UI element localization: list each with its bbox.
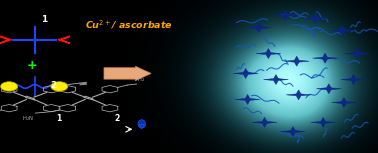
Text: 1: 1 — [41, 15, 47, 24]
Text: 2: 2 — [115, 114, 120, 123]
Text: +: + — [26, 59, 37, 71]
Polygon shape — [246, 22, 271, 33]
Text: 1: 1 — [56, 114, 61, 123]
Polygon shape — [58, 36, 70, 43]
Polygon shape — [345, 49, 370, 59]
Polygon shape — [0, 36, 11, 43]
Polygon shape — [233, 68, 258, 78]
Text: Cu$^{2+}$/ ascorbate: Cu$^{2+}$/ ascorbate — [85, 18, 172, 31]
Polygon shape — [284, 56, 309, 66]
Text: H$_2$: H$_2$ — [138, 75, 146, 84]
Ellipse shape — [51, 82, 68, 91]
Text: H$_2$N: H$_2$N — [22, 114, 34, 123]
Polygon shape — [303, 13, 328, 23]
Ellipse shape — [138, 120, 146, 128]
Polygon shape — [332, 97, 356, 108]
Polygon shape — [316, 84, 341, 94]
Ellipse shape — [0, 82, 17, 91]
FancyArrow shape — [104, 66, 151, 81]
Polygon shape — [273, 10, 298, 20]
Polygon shape — [330, 26, 355, 36]
Polygon shape — [280, 127, 305, 137]
Polygon shape — [139, 125, 144, 129]
Polygon shape — [235, 94, 260, 104]
Polygon shape — [286, 90, 311, 100]
Polygon shape — [256, 49, 281, 59]
Polygon shape — [311, 117, 336, 127]
Polygon shape — [252, 117, 277, 127]
Polygon shape — [341, 75, 366, 85]
Text: 2: 2 — [50, 81, 56, 90]
Polygon shape — [313, 53, 338, 63]
Polygon shape — [263, 75, 288, 85]
